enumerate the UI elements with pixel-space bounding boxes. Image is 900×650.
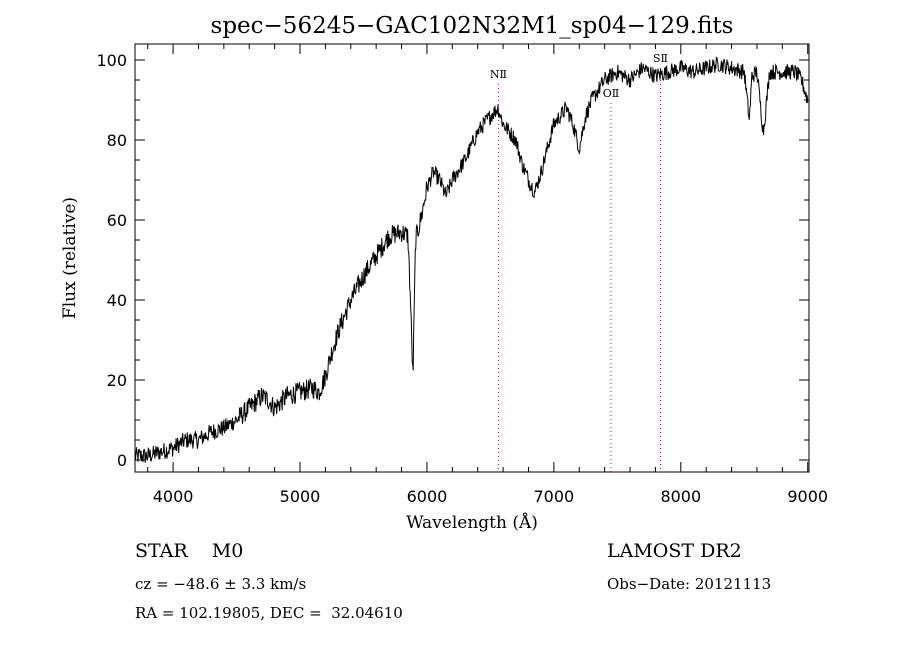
y-tick-label: 60 bbox=[107, 211, 127, 230]
redshift-value: cz = −48.6 ± 3.3 km/s bbox=[135, 575, 307, 593]
x-axis-label: Wavelength (Å) bbox=[406, 512, 538, 533]
x-tick-label: 7000 bbox=[534, 487, 575, 506]
y-axis-label: Flux (relative) bbox=[60, 197, 80, 319]
x-axis: 4000 5000 6000 7000 8000 9000 bbox=[147, 44, 828, 506]
line-marker-label: NⅡ bbox=[490, 68, 507, 81]
y-tick-label: 40 bbox=[107, 291, 127, 310]
x-tick-label: 5000 bbox=[280, 487, 321, 506]
coordinates: RA = 102.19805, DEC = 32.04610 bbox=[135, 604, 403, 622]
line-marker-label: SⅡ bbox=[653, 52, 668, 65]
x-tick-label: 6000 bbox=[407, 487, 448, 506]
line-marker-label: OⅡ bbox=[603, 87, 620, 100]
y-tick-label: 0 bbox=[117, 451, 127, 470]
survey-name: LAMOST DR2 bbox=[607, 540, 742, 562]
spectrum-chart: spec−56245−GAC102N32M1_sp04−129.fits 0 20… bbox=[60, 13, 828, 533]
chart-title: spec−56245−GAC102N32M1_sp04−129.fits bbox=[211, 13, 734, 39]
object-class: STAR M0 bbox=[135, 540, 244, 562]
plot-frame bbox=[134, 43, 810, 473]
y-tick-label: 80 bbox=[107, 131, 127, 150]
x-tick-label: 9000 bbox=[787, 487, 828, 506]
spectrum-line bbox=[134, 56, 809, 463]
x-tick-label: 8000 bbox=[660, 487, 701, 506]
line-markers: NⅡ OⅡ SⅡ bbox=[490, 52, 668, 472]
y-tick-label: 20 bbox=[107, 371, 127, 390]
x-tick-label: 4000 bbox=[153, 487, 194, 506]
y-axis: 0 20 40 60 80 100 bbox=[96, 51, 809, 470]
obs-date: Obs−Date: 20121113 bbox=[607, 575, 772, 593]
y-tick-label: 100 bbox=[96, 51, 127, 70]
